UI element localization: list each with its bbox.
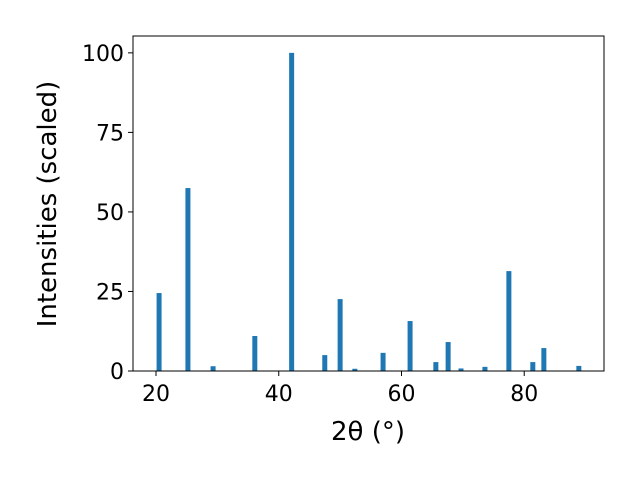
x-tick-label: 80 [510,382,538,407]
bar [407,321,413,371]
bar [482,366,488,371]
y-tick-label: 0 [110,360,124,385]
x-tick-label: 60 [387,382,415,407]
bar [445,342,451,371]
bar [322,355,328,371]
bar [380,352,386,371]
bar [458,368,464,371]
x-tick-label: 20 [142,382,170,407]
x-axis-label: 2θ (°) [331,417,405,447]
y-tick-label: 25 [96,280,124,305]
bar [289,52,295,371]
bar [252,336,258,371]
y-tick-label: 100 [82,42,124,67]
y-tick-label: 75 [96,121,124,146]
x-tick-label: 40 [265,382,293,407]
bar [210,366,216,371]
plot-frame [132,35,605,372]
y-tick-label: 50 [96,201,124,226]
bar [352,368,358,371]
bar [185,188,191,371]
bar [541,348,547,371]
bar [433,362,439,371]
bar [506,271,512,371]
bar [337,299,343,371]
y-axis-label: Intensities (scaled) [33,81,63,328]
bar [530,362,536,371]
bar [156,293,162,371]
bar [576,365,582,371]
